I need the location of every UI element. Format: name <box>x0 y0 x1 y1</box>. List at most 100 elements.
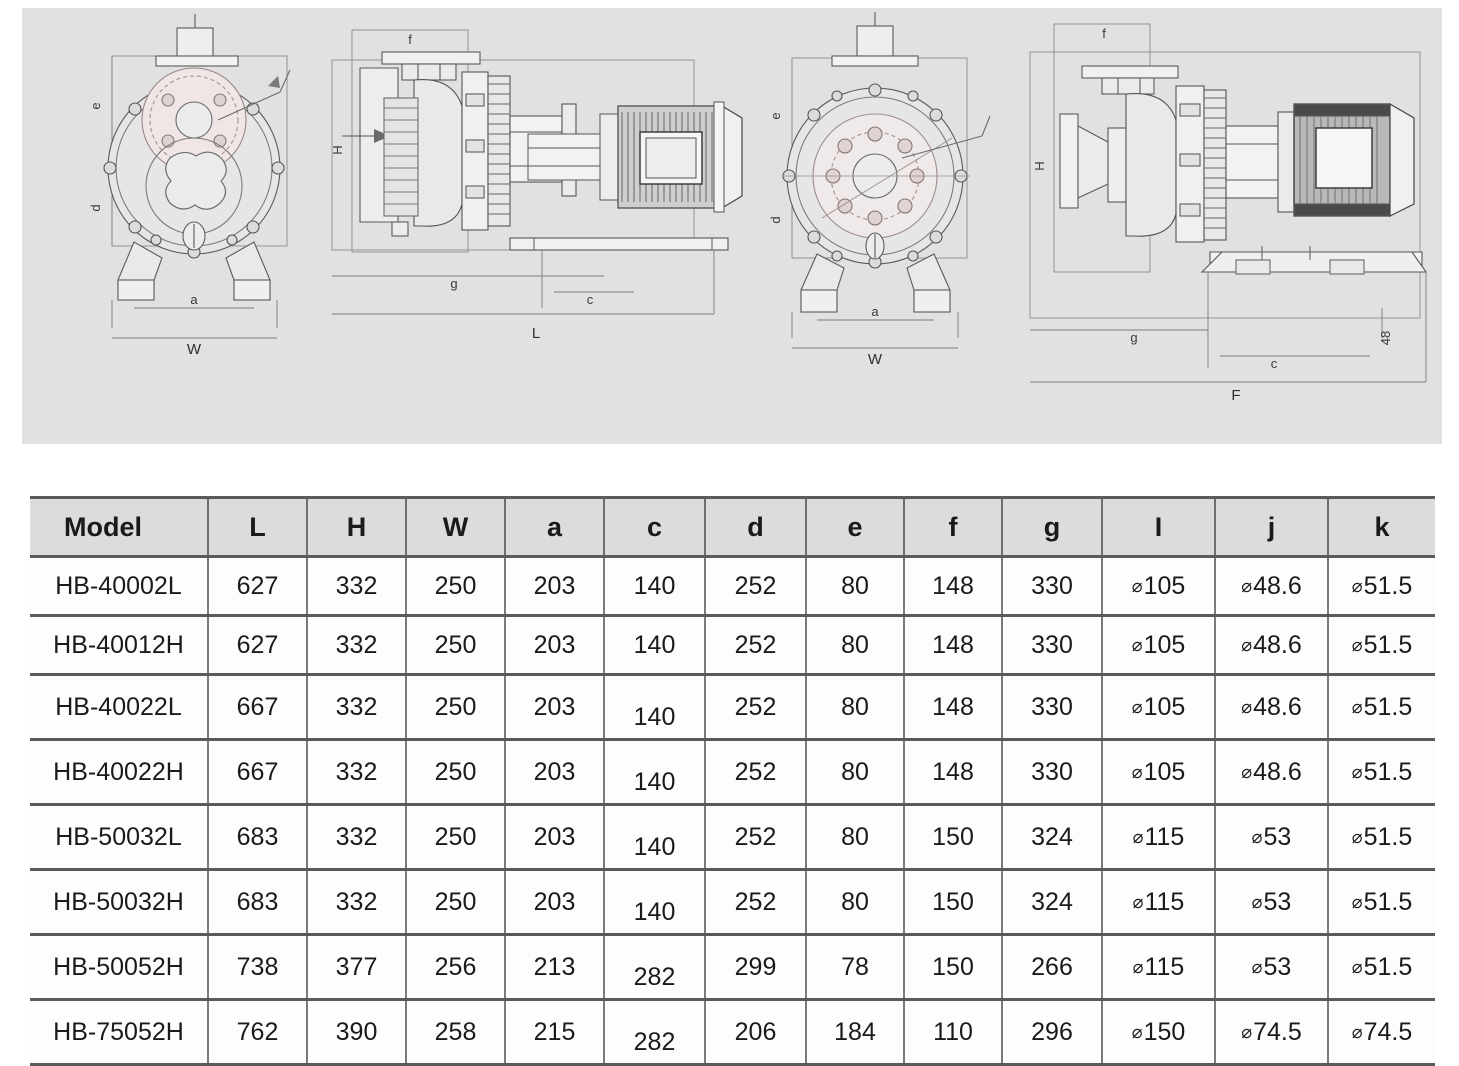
diameter-symbol: ⌀ <box>1131 575 1143 596</box>
diameter-symbol: ⌀ <box>1132 826 1144 847</box>
cell-f: 148 <box>903 674 1003 741</box>
cell-I: ⌀105 <box>1101 556 1216 617</box>
diameter-symbol: ⌀ <box>1251 891 1263 912</box>
cell-I: ⌀115 <box>1101 934 1216 1001</box>
cell-H: 332 <box>306 674 407 741</box>
label-L-left: L <box>532 325 540 342</box>
label-c-right: c <box>1271 356 1278 371</box>
diameter-symbol: ⌀ <box>1351 956 1363 977</box>
cell-g: 324 <box>1001 869 1103 936</box>
view-side-left <box>331 29 743 315</box>
col-header-H: H <box>306 496 407 558</box>
cell-f: 148 <box>903 739 1003 806</box>
cell-model: HB-40002L <box>30 556 209 617</box>
label-d-right: d <box>768 216 783 223</box>
cell-d: 252 <box>704 674 807 741</box>
cell-k: ⌀51.5 <box>1327 739 1435 806</box>
view-front-right <box>782 12 991 349</box>
cell-d: 206 <box>704 999 807 1066</box>
diameter-symbol: ⌀ <box>1131 1021 1143 1042</box>
cell-e: 78 <box>805 934 905 1001</box>
col-header-I: I <box>1101 496 1216 558</box>
view-front-left <box>103 14 291 339</box>
col-header-j: j <box>1214 496 1329 558</box>
diameter-symbol: ⌀ <box>1351 575 1363 596</box>
cell-a: 203 <box>504 739 605 806</box>
cell-model: HB-40012H <box>30 615 209 676</box>
table-row: HB-50032L 683 332 250 203 140 252 80 150 324 ⌀115 ⌀… <box>30 804 1435 871</box>
cell-L: 667 <box>207 739 308 806</box>
cell-f: 148 <box>903 615 1003 676</box>
col-header-L: L <box>207 496 308 558</box>
cell-g: 324 <box>1001 804 1103 871</box>
cell-j: ⌀74.5 <box>1214 999 1329 1066</box>
label-f-right: f <box>1102 26 1106 41</box>
cell-H: 332 <box>306 556 407 617</box>
table-body: HB-40002L 627 332 250 203 140 252 80 148 330 ⌀105 ⌀… <box>30 556 1435 1066</box>
cell-I: ⌀115 <box>1101 804 1216 871</box>
cell-c: 140 <box>603 556 706 617</box>
cell-j: ⌀53 <box>1214 934 1329 1001</box>
cell-k: ⌀51.5 <box>1327 615 1435 676</box>
col-header-model: Model <box>30 496 209 558</box>
table-row: HB-40012H 627 332 250 203 140 252 80 148 330 ⌀105 ⌀… <box>30 615 1435 676</box>
cell-c: 282 <box>603 999 706 1066</box>
dimension-table: Model L H W a c d e f g I j k HB-40002L 6… <box>30 496 1435 1066</box>
cell-c: 140 <box>603 674 706 741</box>
cell-W: 250 <box>405 674 506 741</box>
cell-L: 683 <box>207 869 308 936</box>
cell-f: 150 <box>903 934 1003 1001</box>
cell-model: HB-75052H <box>30 999 209 1066</box>
cell-d: 252 <box>704 869 807 936</box>
cell-L: 683 <box>207 804 308 871</box>
col-header-e: e <box>805 496 905 558</box>
cell-f: 150 <box>903 869 1003 936</box>
table-row: HB-50052H 738 377 256 213 282 299 78 150 266 ⌀115 ⌀… <box>30 934 1435 1001</box>
diameter-symbol: ⌀ <box>1351 891 1363 912</box>
table-row: HB-50032H 683 332 250 203 140 252 80 150 324 ⌀115 ⌀… <box>30 869 1435 936</box>
col-header-W: W <box>405 496 506 558</box>
cell-H: 332 <box>306 739 407 806</box>
cell-e: 80 <box>805 739 905 806</box>
diameter-symbol: ⌀ <box>1132 956 1144 977</box>
cell-g: 330 <box>1001 739 1103 806</box>
cell-L: 738 <box>207 934 308 1001</box>
cell-d: 299 <box>704 934 807 1001</box>
cell-a: 215 <box>504 999 605 1066</box>
view-side-right <box>1029 23 1428 383</box>
cell-e: 80 <box>805 615 905 676</box>
cell-model: HB-50052H <box>30 934 209 1001</box>
cell-W: 250 <box>405 739 506 806</box>
col-header-k: k <box>1327 496 1435 558</box>
table-row: HB-40002L 627 332 250 203 140 252 80 148 330 ⌀105 ⌀… <box>30 556 1435 617</box>
cell-j: ⌀53 <box>1214 869 1329 936</box>
cell-f: 148 <box>903 556 1003 617</box>
label-H-right: H <box>1032 161 1047 170</box>
cell-c: 140 <box>603 739 706 806</box>
col-header-g: g <box>1001 496 1103 558</box>
cell-I: ⌀105 <box>1101 674 1216 741</box>
dimension-table-wrapper: Model L H W a c d e f g I j k HB-40002L 6… <box>30 496 1435 1066</box>
cell-j: ⌀48.6 <box>1214 739 1329 806</box>
cell-k: ⌀51.5 <box>1327 869 1435 936</box>
cell-e: 80 <box>805 556 905 617</box>
cell-d: 252 <box>704 739 807 806</box>
cell-H: 332 <box>306 615 407 676</box>
cell-e: 80 <box>805 869 905 936</box>
cell-W: 256 <box>405 934 506 1001</box>
cell-I: ⌀150 <box>1101 999 1216 1066</box>
label-H-left: H <box>330 145 345 154</box>
cell-H: 390 <box>306 999 407 1066</box>
cell-e: 80 <box>805 804 905 871</box>
cell-c: 140 <box>603 615 706 676</box>
cell-I: ⌀115 <box>1101 869 1216 936</box>
cell-a: 203 <box>504 804 605 871</box>
cell-g: 330 <box>1001 674 1103 741</box>
diameter-symbol: ⌀ <box>1131 761 1143 782</box>
table-row: HB-40022H 667 332 250 203 140 252 80 148 330 ⌀105 ⌀… <box>30 739 1435 806</box>
cell-k: ⌀51.5 <box>1327 934 1435 1001</box>
cell-g: 266 <box>1001 934 1103 1001</box>
cell-g: 330 <box>1001 615 1103 676</box>
diameter-symbol: ⌀ <box>1131 696 1143 717</box>
label-g-left: g <box>450 276 457 291</box>
